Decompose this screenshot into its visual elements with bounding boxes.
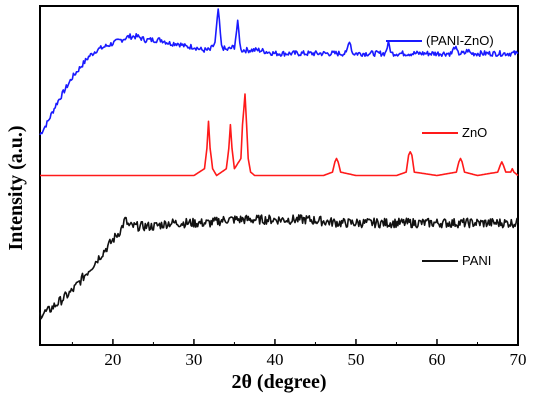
- legend-label: PANI: [462, 253, 491, 268]
- series-line-0: [39, 8, 519, 136]
- x-tick-label: 20: [104, 350, 121, 369]
- series-line-1: [40, 93, 519, 177]
- x-axis-title: 2θ (degree): [231, 371, 326, 393]
- y-axis-title: Intensity (a.u.): [5, 125, 27, 250]
- legend-label: ZnO: [462, 125, 487, 140]
- x-tick-label: 70: [510, 350, 527, 369]
- x-tick-label: 40: [266, 350, 283, 369]
- legend-label: (PANI-ZnO): [426, 33, 494, 48]
- x-tick-label: 60: [428, 350, 445, 369]
- x-tick-label: 30: [185, 350, 202, 369]
- x-tick-label: 50: [347, 350, 364, 369]
- series-line-2: [39, 214, 519, 320]
